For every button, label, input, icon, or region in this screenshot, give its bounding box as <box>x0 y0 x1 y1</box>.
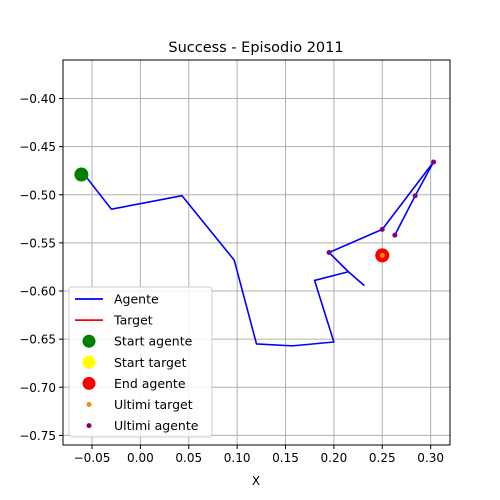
series-agente-line <box>83 161 435 347</box>
legend: Agente Target Start agente Start target End … <box>68 286 213 438</box>
y-tick-label: −0.60 <box>19 285 56 299</box>
legend-label-end-agente: End agente <box>114 376 186 391</box>
marker-ultimi-agente <box>326 250 332 255</box>
legend-label-ultimi-target: Ultimi target <box>114 397 193 412</box>
y-tick-label: −0.45 <box>19 140 56 154</box>
x-tick-label: 0.10 <box>224 451 251 465</box>
y-tick-label: −0.65 <box>19 333 56 347</box>
legend-handle-ultimi-target <box>86 402 92 407</box>
marker-ultimi-agente <box>379 226 385 232</box>
chart-title: Success - Episodio 2011 <box>168 40 343 56</box>
legend-handle-start-target <box>82 355 96 369</box>
x-tick-label: 0.20 <box>321 451 348 465</box>
grid <box>63 60 450 445</box>
marker-ultimi-target <box>379 252 385 258</box>
marker-ultimi-agente <box>392 232 398 238</box>
legend-label-agente: Agente <box>114 292 159 307</box>
legend-box <box>68 286 213 438</box>
y-tick-label: −0.75 <box>19 429 56 443</box>
marker-ultimi-agente <box>431 159 437 165</box>
x-tick-label: 0.15 <box>272 451 299 465</box>
y-tick-label: −0.70 <box>19 381 56 395</box>
x-tick-label: 0.25 <box>369 451 396 465</box>
x-tick-label: −0.05 <box>74 451 111 465</box>
x-tick-label: 0.05 <box>175 451 202 465</box>
plot-frame <box>62 59 451 446</box>
legend-label-start-target: Start target <box>114 355 187 370</box>
legend-label-target: Target <box>113 313 153 328</box>
legend-label-start-agente: Start agente <box>114 334 193 349</box>
marker-start-agente <box>74 167 89 182</box>
plot-data <box>74 159 437 347</box>
legend-handle-ultimi-agente <box>86 423 92 429</box>
y-tick-label: −0.55 <box>19 236 56 250</box>
marker-ultimi-agente <box>412 193 418 199</box>
legend-handle-end-agente <box>82 376 96 390</box>
legend-handle-start-agente <box>82 334 96 348</box>
legend-label-ultimi-agente: Ultimi agente <box>114 418 199 433</box>
x-tick-label: 0.30 <box>417 451 444 465</box>
y-tick-label: −0.40 <box>19 92 56 106</box>
y-tick-label: −0.50 <box>19 188 56 202</box>
x-axis-label: X <box>252 474 260 488</box>
ticks: −0.05 0.00 0.05 0.10 0.15 0.20 0.25 0.30 −0.40 −0… <box>19 92 444 465</box>
x-tick-label: 0.00 <box>127 451 154 465</box>
